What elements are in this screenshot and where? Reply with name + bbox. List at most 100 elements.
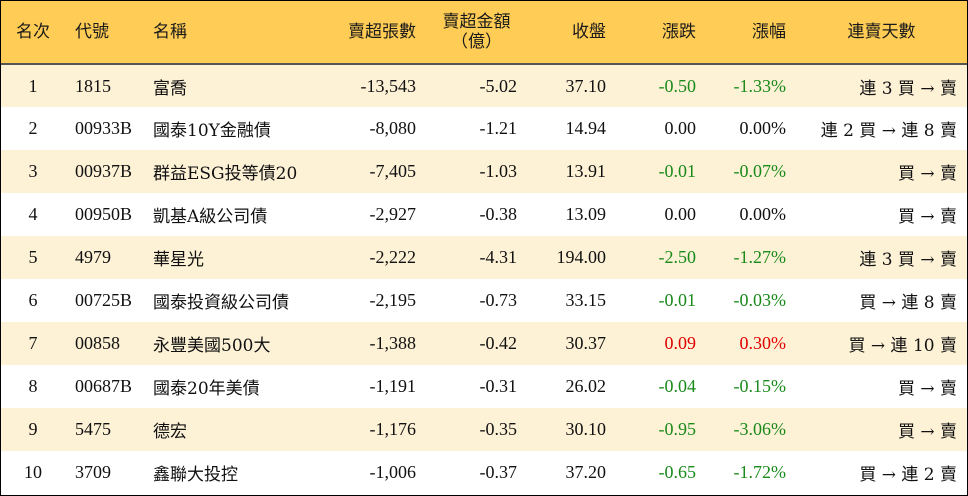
cell-change: -0.04 xyxy=(658,376,697,396)
cell-net-sell-lots: -7,405 xyxy=(369,161,417,181)
cell-change-pct: -1.27% xyxy=(733,247,787,267)
header-net-sell-amount[interactable]: 賣超金額 （億） xyxy=(426,1,527,65)
header-rank[interactable]: 名次 xyxy=(1,1,65,65)
header-row: 名次 代號 名稱 賣超張數 賣超金額 （億） 收盤 漲跌 漲幅 連賣天數 xyxy=(1,1,967,65)
header-net-sell-lots[interactable]: 賣超張數 xyxy=(329,1,426,65)
cell-net-sell-lots: -2,195 xyxy=(369,290,417,310)
cell-change-pct: -0.07% xyxy=(733,161,787,181)
cell-change: -0.01 xyxy=(658,290,697,310)
cell-rank: 6 xyxy=(28,290,38,310)
cell-close: 30.37 xyxy=(565,333,607,353)
cell-close: 194.00 xyxy=(556,247,607,267)
cell-net-sell-amount: -0.31 xyxy=(479,376,518,396)
cell-name: 國泰20年美債 xyxy=(153,379,260,399)
cell-code: 5475 xyxy=(75,419,111,439)
table-row[interactable]: 8 00687B 國泰20年美債 -1,191 -0.31 26.02 -0.04 -0.15… xyxy=(1,365,967,408)
cell-rank: 4 xyxy=(28,204,38,224)
cell-consecutive-days: 買 → 賣 xyxy=(897,164,957,184)
cell-rank: 7 xyxy=(28,333,38,353)
table-row[interactable]: 4 00950B 凱基A級公司債 -2,927 -0.38 13.09 0.00 0.00% 買… xyxy=(1,193,967,236)
cell-change-pct: -0.03% xyxy=(733,290,787,310)
cell-consecutive-days: 買 → 賣 xyxy=(897,207,957,227)
cell-change: -0.95 xyxy=(658,419,697,439)
cell-change-pct: -0.15% xyxy=(733,376,787,396)
cell-change-pct: -1.33% xyxy=(733,75,787,96)
table-row[interactable]: 6 00725B 國泰投資級公司債 -2,195 -0.73 33.15 -0.01 -0.0… xyxy=(1,279,967,322)
header-change[interactable]: 漲跌 xyxy=(616,1,706,65)
table-row[interactable]: 10 3709 鑫聯大投控 -1,006 -0.37 37.20 -0.65 -1.72% 買 … xyxy=(1,451,967,494)
cell-code: 4979 xyxy=(75,247,111,267)
cell-net-sell-lots: -8,080 xyxy=(369,118,417,138)
header-net-sell-amount-line1: 賣超金額 xyxy=(442,12,511,32)
cell-close: 30.10 xyxy=(565,419,607,439)
cell-net-sell-lots: -13,543 xyxy=(360,75,417,96)
header-consecutive-days[interactable]: 連賣天數 xyxy=(796,1,967,65)
cell-consecutive-days: 買 → 連 2 賣 xyxy=(859,465,957,485)
cell-name: 群益ESG投等債20 xyxy=(153,164,298,184)
header-change-pct[interactable]: 漲幅 xyxy=(706,1,796,65)
cell-net-sell-amount: -0.42 xyxy=(479,333,518,353)
cell-code: 00937B xyxy=(75,161,133,181)
cell-net-sell-lots: -2,927 xyxy=(369,204,417,224)
cell-net-sell-amount: -0.35 xyxy=(479,419,518,439)
cell-change: -2.50 xyxy=(658,247,697,267)
cell-consecutive-days: 買 → 連 8 賣 xyxy=(859,293,957,313)
cell-change-pct: -1.72% xyxy=(733,462,787,482)
cell-consecutive-days: 買 → 賣 xyxy=(897,379,957,399)
cell-code: 3709 xyxy=(75,462,111,482)
header-name[interactable]: 名稱 xyxy=(147,1,329,65)
cell-change: -0.65 xyxy=(658,462,697,482)
cell-name: 凱基A級公司債 xyxy=(153,207,268,227)
cell-net-sell-lots: -2,222 xyxy=(369,247,417,267)
cell-close: 33.15 xyxy=(565,290,607,310)
cell-name: 華星光 xyxy=(153,250,204,270)
cell-close: 26.02 xyxy=(565,376,607,396)
cell-rank: 9 xyxy=(28,419,38,439)
cell-net-sell-amount: -1.03 xyxy=(479,161,518,181)
cell-net-sell-lots: -1,191 xyxy=(369,376,417,396)
table-row[interactable]: 2 00933B 國泰10Y金融債 -8,080 -1.21 14.94 0.00 0.00%… xyxy=(1,107,967,150)
cell-consecutive-days: 連 3 買 → 賣 xyxy=(859,250,957,270)
table-row[interactable]: 5 4979 華星光 -2,222 -4.31 194.00 -2.50 -1.27% 連 3 … xyxy=(1,236,967,279)
table-row[interactable]: 7 00858 永豐美國500大 -1,388 -0.42 30.37 0.09 0.30% 買… xyxy=(1,322,967,365)
cell-change-pct: 0.00% xyxy=(739,204,787,224)
cell-net-sell-amount: -5.02 xyxy=(479,75,518,96)
table-row[interactable]: 3 00937B 群益ESG投等債20 -7,405 -1.03 13.91 -0.01 -0… xyxy=(1,150,967,193)
cell-close: 37.10 xyxy=(565,75,607,96)
cell-rank: 1 xyxy=(28,75,38,96)
cell-net-sell-amount: -0.73 xyxy=(479,290,518,310)
cell-consecutive-days: 買 → 賣 xyxy=(897,422,957,442)
cell-rank: 10 xyxy=(24,462,42,482)
cell-net-sell-lots: -1,388 xyxy=(369,333,417,353)
cell-rank: 5 xyxy=(28,247,38,267)
cell-code: 00933B xyxy=(75,118,133,138)
cell-name: 德宏 xyxy=(153,422,187,442)
cell-code: 00858 xyxy=(75,333,120,353)
cell-change-pct: -3.06% xyxy=(733,419,787,439)
cell-net-sell-lots: -1,176 xyxy=(369,419,417,439)
cell-consecutive-days: 連 2 買 → 連 8 賣 xyxy=(820,121,957,141)
cell-change-pct: 0.00% xyxy=(739,118,787,138)
cell-change: -0.50 xyxy=(658,75,697,96)
cell-net-sell-lots: -1,006 xyxy=(369,462,417,482)
cell-change: -0.01 xyxy=(658,161,697,181)
cell-code: 00950B xyxy=(75,204,133,224)
cell-name: 鑫聯大投控 xyxy=(153,465,238,485)
cell-name: 永豐美國500大 xyxy=(153,336,271,356)
cell-close: 13.09 xyxy=(565,204,607,224)
cell-rank: 8 xyxy=(28,376,38,396)
cell-code: 00687B xyxy=(75,376,133,396)
cell-net-sell-amount: -0.38 xyxy=(479,204,518,224)
header-code[interactable]: 代號 xyxy=(65,1,147,65)
cell-net-sell-amount: -0.37 xyxy=(479,462,518,482)
table-row[interactable]: 1 1815 富喬 -13,543 -5.02 37.10 -0.50 -1.33% 連 3 買… xyxy=(1,64,967,107)
cell-rank: 3 xyxy=(28,161,38,181)
cell-name: 國泰10Y金融債 xyxy=(153,121,271,141)
cell-net-sell-amount: -4.31 xyxy=(479,247,518,267)
cell-net-sell-amount: -1.21 xyxy=(479,118,518,138)
header-close[interactable]: 收盤 xyxy=(527,1,616,65)
cell-consecutive-days: 買 → 連 10 賣 xyxy=(848,336,958,356)
table-row[interactable]: 9 5475 德宏 -1,176 -0.35 30.10 -0.95 -3.06% 買 → 賣 xyxy=(1,408,967,451)
